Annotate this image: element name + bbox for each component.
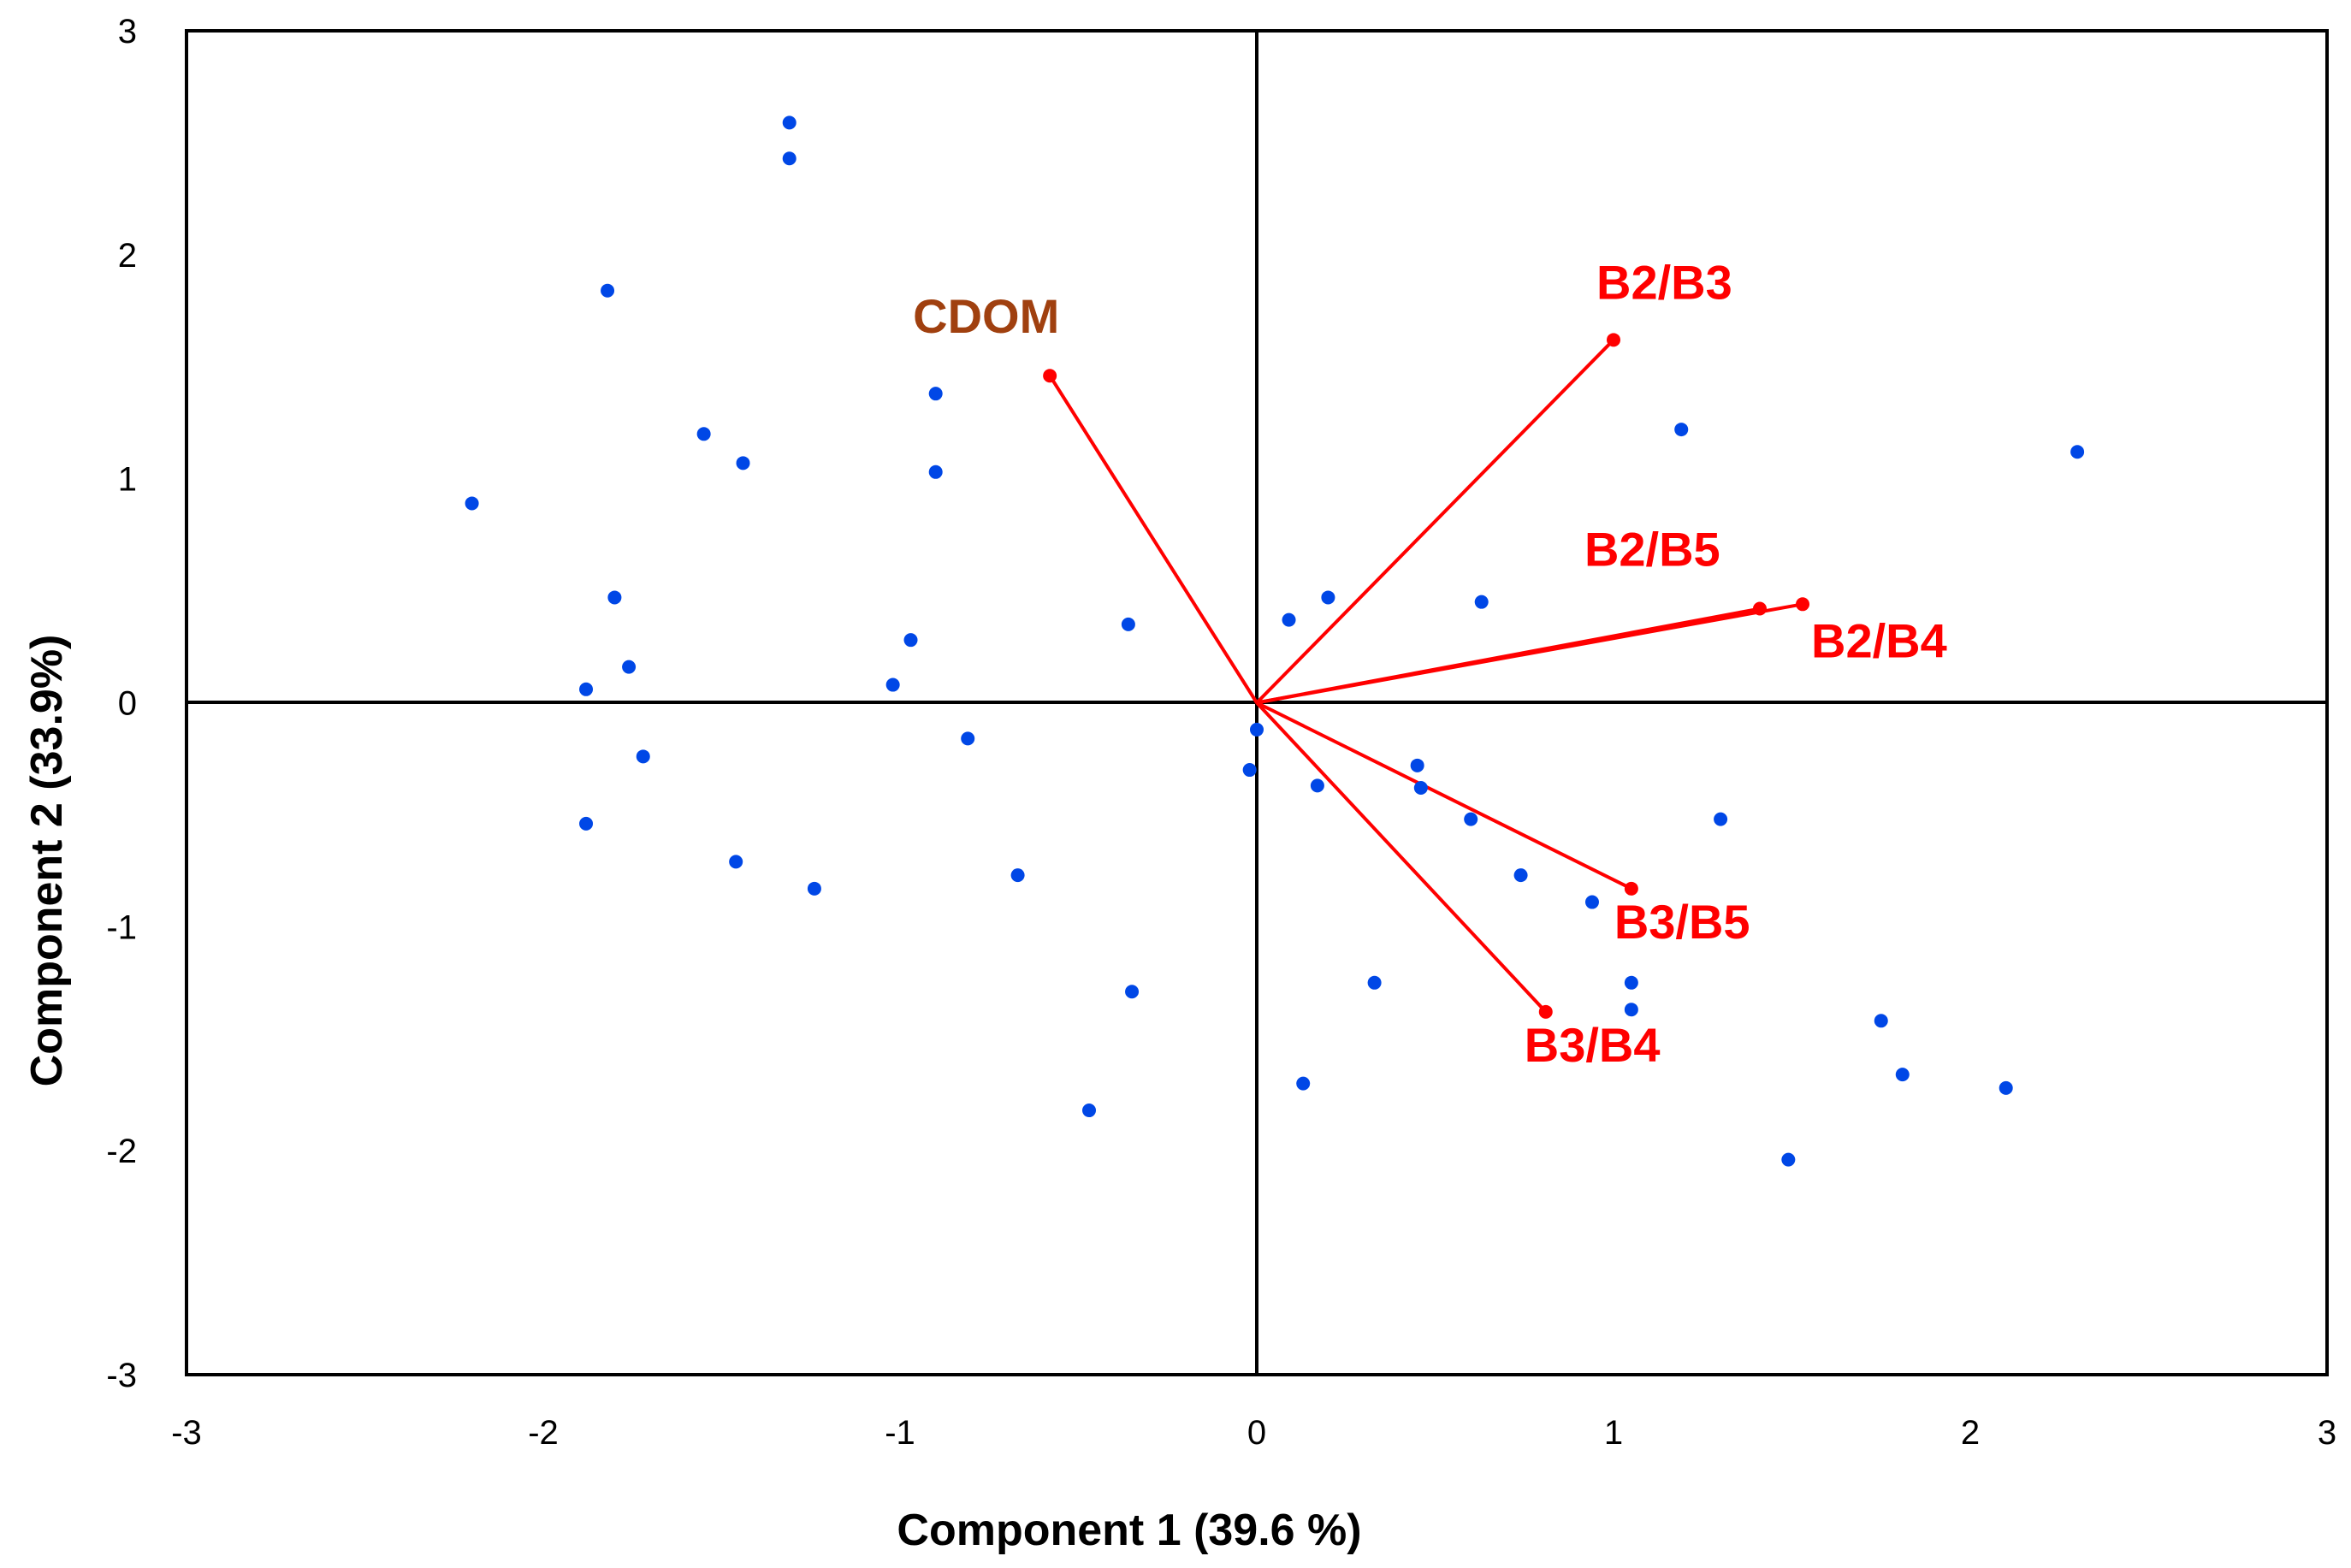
y-tick-label: 1 [118,461,137,499]
sample-point [1410,758,1424,772]
x-tick-label: 2 [1961,1414,1980,1452]
sample-point [928,464,943,479]
sample-point [579,682,594,696]
y-tick-labels: -3 -2 -1 0 1 2 3 [106,13,137,1394]
y-tick-label: 0 [118,685,137,723]
sample-points [465,115,2085,1167]
loading-vector-line [1048,375,1258,704]
loading-vector-label: B3/B4 [1525,1018,1661,1072]
sample-point [1242,763,1257,778]
sample-point [1310,778,1324,793]
y-tick-label: -1 [106,908,137,946]
sample-point [1413,780,1428,795]
y-tick-label: 2 [118,237,137,275]
sample-point [903,633,918,648]
sample-point [1250,722,1264,737]
loading-vector-line [1255,338,1615,704]
y-tick-label: -2 [106,1133,137,1170]
y-tick-label: -3 [106,1357,137,1394]
sample-point [1999,1080,2013,1095]
x-tick-label: -1 [885,1414,915,1452]
sample-point [1464,812,1478,826]
sample-point [807,881,821,896]
sample-point [782,151,796,166]
sample-point [607,590,622,605]
loading-vector-line [1256,701,1632,891]
loading-vector-tip [1624,881,1638,896]
sample-point [636,749,650,764]
sample-point [736,456,750,470]
x-tick-label: 3 [2318,1414,2336,1452]
y-tick-label: 3 [118,13,137,50]
sample-point [1367,975,1382,990]
sample-point [1513,868,1528,883]
sample-point [928,387,943,401]
loading-vector-tip [1607,333,1620,347]
sample-point [1082,1104,1097,1118]
loading-vector-tip [1043,369,1057,383]
sample-point [601,283,615,298]
sample-point [782,115,796,130]
sample-point [729,855,743,869]
sample-point [1624,1003,1638,1017]
loading-vector-line [1256,602,1803,705]
sample-point [465,496,479,511]
sample-point [2070,445,2085,459]
sample-point [1010,868,1025,883]
loading-vector-label: B2/B3 [1596,255,1732,309]
sample-point [1624,975,1638,990]
loading-vector-label: CDOM [913,289,1059,343]
sample-point [1321,590,1335,605]
loading-vector-tip [1538,1004,1553,1019]
sample-point [1125,985,1140,999]
sample-point [1895,1068,1910,1082]
y-axis-title: Component 2 (33.9%) [22,635,72,1087]
sample-point [1714,812,1728,826]
sample-point [1584,895,1599,909]
sample-point [1781,1152,1796,1167]
sample-point [1282,612,1296,627]
sample-point [622,660,637,674]
loading-vector-label: B2/B5 [1584,523,1720,577]
loading-vector-line [1255,701,1548,1014]
sample-point [1674,423,1689,437]
x-tick-labels: -3 -2 -1 0 1 2 3 [171,1414,2336,1452]
sample-point [961,731,975,746]
sample-point [1474,595,1489,609]
sample-point [1121,617,1135,631]
sample-point [579,816,594,831]
sample-point [1296,1076,1311,1091]
x-tick-label: -2 [528,1414,559,1452]
loading-vector-label: B2/B4 [1811,613,1947,667]
sample-point [885,677,900,692]
sample-point [1874,1014,1888,1028]
loading-vector-tip [1796,597,1810,612]
x-tick-label: 0 [1247,1414,1266,1452]
sample-point [696,427,711,441]
loading-vectors [1043,333,1810,1019]
loading-vector-label: B3/B5 [1614,895,1750,949]
x-axis-title: Component 1 (39.6 %) [897,1506,1361,1555]
x-tick-label: -3 [171,1414,202,1452]
x-tick-label: 1 [1604,1414,1623,1452]
loading-vector-labels: CDOM B2/B3 B2/B5 B2/B4 B3/B5 B3/B4 [913,255,1947,1072]
